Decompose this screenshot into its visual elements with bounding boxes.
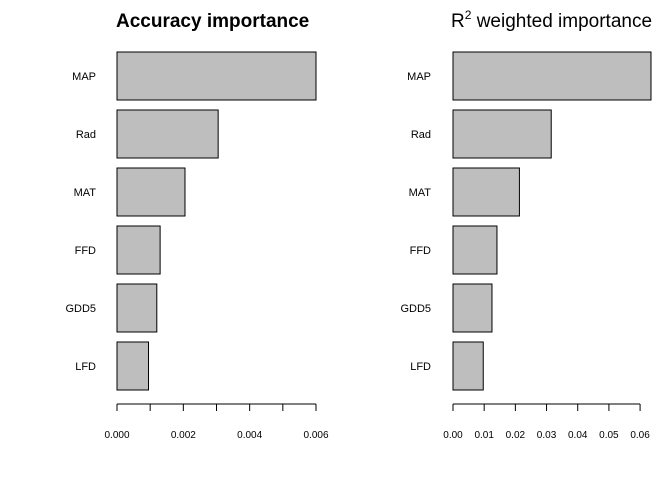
bar-gdd5 <box>452 283 493 333</box>
chart-title: R2 weighted importance <box>451 8 652 32</box>
x-tick-label: 0.000 <box>104 430 129 441</box>
bar-lfd <box>452 341 484 391</box>
x-tick-label: 0.004 <box>237 430 262 441</box>
category-label: GDD5 <box>65 303 96 315</box>
x-tick-label: 0.06 <box>630 430 650 441</box>
chart-panel-1: Accuracy importance MAP Rad MAT FFD GDD5 LFD 0.… <box>65 11 329 441</box>
bar-lfd <box>116 341 150 391</box>
bar-mat <box>116 167 186 217</box>
x-tick-label: 0.01 <box>474 430 494 441</box>
x-tick-label: 0.04 <box>568 430 588 441</box>
bar-ffd <box>116 225 161 275</box>
bar-map <box>452 51 652 101</box>
bar-rad <box>452 109 552 159</box>
x-tick-label: 0.02 <box>506 430 526 441</box>
chart-title: Accuracy importance <box>116 11 309 32</box>
category-label: FFD <box>410 245 431 257</box>
x-tick-label: 0.03 <box>537 430 557 441</box>
x-tick-label: 0.002 <box>171 430 196 441</box>
category-label: GDD5 <box>400 303 431 315</box>
bar-gdd5 <box>116 283 158 333</box>
category-label: LFD <box>410 361 431 373</box>
category-label: MAP <box>72 71 96 83</box>
bar-mat <box>452 167 520 217</box>
category-label: MAT <box>409 187 432 199</box>
category-label: MAT <box>74 187 97 199</box>
category-label: Rad <box>411 129 431 141</box>
category-label: LFD <box>75 361 96 373</box>
chart-panel-2: R2 weighted importance MAP Rad MAT FFD GDD5 LF… <box>400 8 652 441</box>
bar-map <box>116 51 317 101</box>
x-tick-label: 0.05 <box>599 430 619 441</box>
x-tick-label: 0.00 <box>443 430 463 441</box>
bar-rad <box>116 109 219 159</box>
category-label: Rad <box>76 129 96 141</box>
category-label: FFD <box>75 245 96 257</box>
category-label: MAP <box>407 71 431 83</box>
bar-ffd <box>452 225 498 275</box>
x-tick-label: 0.006 <box>303 430 328 441</box>
